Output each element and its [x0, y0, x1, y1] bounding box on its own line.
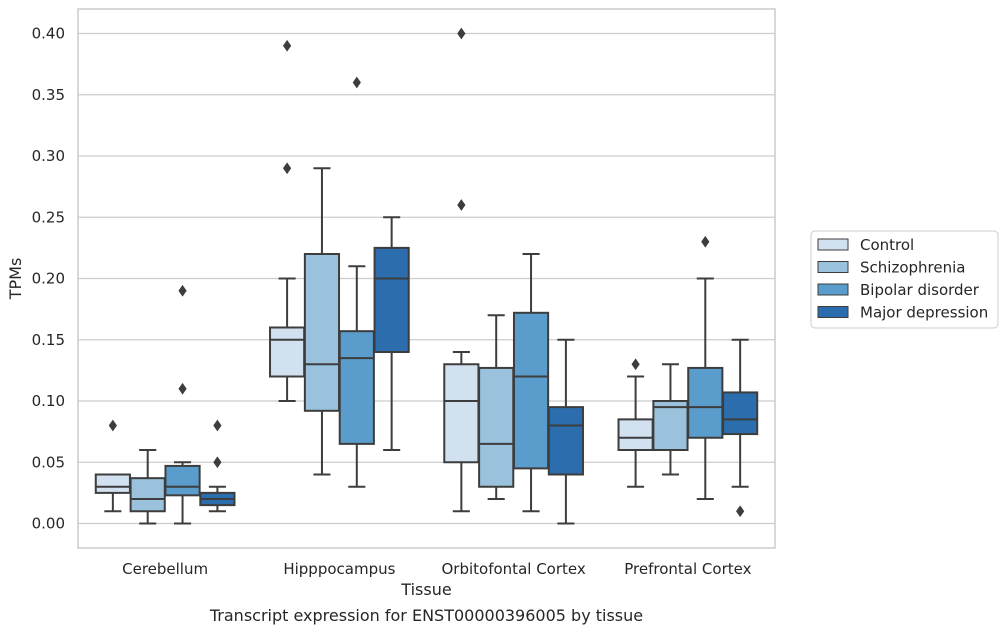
outlier-point: [457, 27, 466, 40]
box-body: [722, 391, 759, 436]
box: [512, 253, 550, 513]
outlier-point: [178, 284, 187, 297]
series-control: [94, 27, 654, 513]
box: [338, 76, 375, 488]
outlier-point: [631, 358, 640, 371]
box-body: [478, 366, 515, 488]
box: [94, 419, 131, 513]
box: [617, 358, 654, 488]
y-tick-label: 0.20: [32, 270, 65, 288]
legend-label: Schizophrenia: [860, 259, 965, 277]
box: [373, 216, 410, 451]
x-axis-label: Tissue: [400, 580, 451, 599]
box: [547, 338, 584, 525]
x-axis-ticks: Cerebellum Hipppocampus Orbitofontal Corte…: [122, 560, 751, 578]
box-body: [617, 418, 654, 451]
box-series: [94, 27, 759, 525]
box: [722, 338, 759, 518]
y-axis-label: TPMs: [6, 258, 25, 301]
x-tick-label: Orbitofontal Cortex: [442, 560, 586, 578]
outlier-point: [282, 39, 292, 52]
x-tick-label: Cerebellum: [122, 560, 208, 578]
box-body: [443, 363, 480, 464]
gridlines: [78, 32, 775, 525]
legend-frame: [810, 230, 999, 329]
box: [443, 27, 480, 513]
outlier-point: [282, 162, 292, 175]
y-tick-label: 0.25: [32, 208, 65, 226]
box-body: [164, 464, 201, 497]
legend-swatch: [817, 306, 849, 318]
outlier-point: [352, 76, 361, 89]
box: [303, 167, 341, 476]
y-tick-label: 0.30: [32, 147, 65, 165]
y-axis-ticks: 0.00 0.05 0.10 0.15 0.20 0.25 0.30 0.35 0.40: [32, 25, 65, 533]
box-body: [129, 477, 166, 513]
outlier-point: [736, 505, 745, 518]
box-body: [512, 311, 550, 470]
legend-label: Control: [860, 236, 914, 254]
outlier-point: [108, 419, 117, 432]
box-body: [547, 406, 584, 476]
y-tick-label: 0.05: [32, 453, 65, 471]
box-body: [652, 400, 689, 451]
box-body: [94, 473, 131, 494]
y-tick-label: 0.00: [32, 515, 65, 533]
x-tick-label: Prefrontal Cortex: [624, 560, 751, 578]
y-tick-label: 0.35: [32, 86, 65, 104]
box: [478, 314, 515, 500]
box-body: [373, 246, 410, 353]
x-tick-label: Hipppocampus: [283, 560, 395, 578]
outlier-point: [213, 419, 222, 432]
outlier-point: [457, 199, 466, 211]
outlier-point: [178, 382, 187, 395]
box-body: [303, 253, 341, 412]
y-tick-label: 0.15: [32, 331, 65, 349]
box-body: [269, 326, 306, 378]
plot-frame: [77, 8, 776, 549]
legend-swatch: [817, 238, 849, 251]
box: [199, 419, 236, 513]
box: [129, 449, 166, 525]
box-body: [687, 366, 724, 439]
outlier-point: [213, 456, 222, 469]
box: [687, 235, 724, 500]
legend-swatch: [817, 283, 849, 296]
legend-label: Bipolar disorder: [860, 281, 980, 299]
series-major-depression: [199, 216, 759, 525]
box: [652, 363, 689, 476]
figure-caption: Transcript expression for ENST0000039600…: [209, 606, 644, 625]
y-tick-label: 0.40: [32, 25, 65, 43]
outlier-point: [701, 235, 710, 248]
box: [164, 284, 201, 525]
legend: Control Schizophrenia Bipolar disorder Majo…: [810, 230, 999, 329]
box-body: [338, 330, 375, 445]
legend-label: Major depression: [860, 304, 988, 322]
legend-swatch: [817, 261, 849, 273]
y-tick-label: 0.10: [32, 392, 65, 410]
box: [269, 39, 306, 402]
